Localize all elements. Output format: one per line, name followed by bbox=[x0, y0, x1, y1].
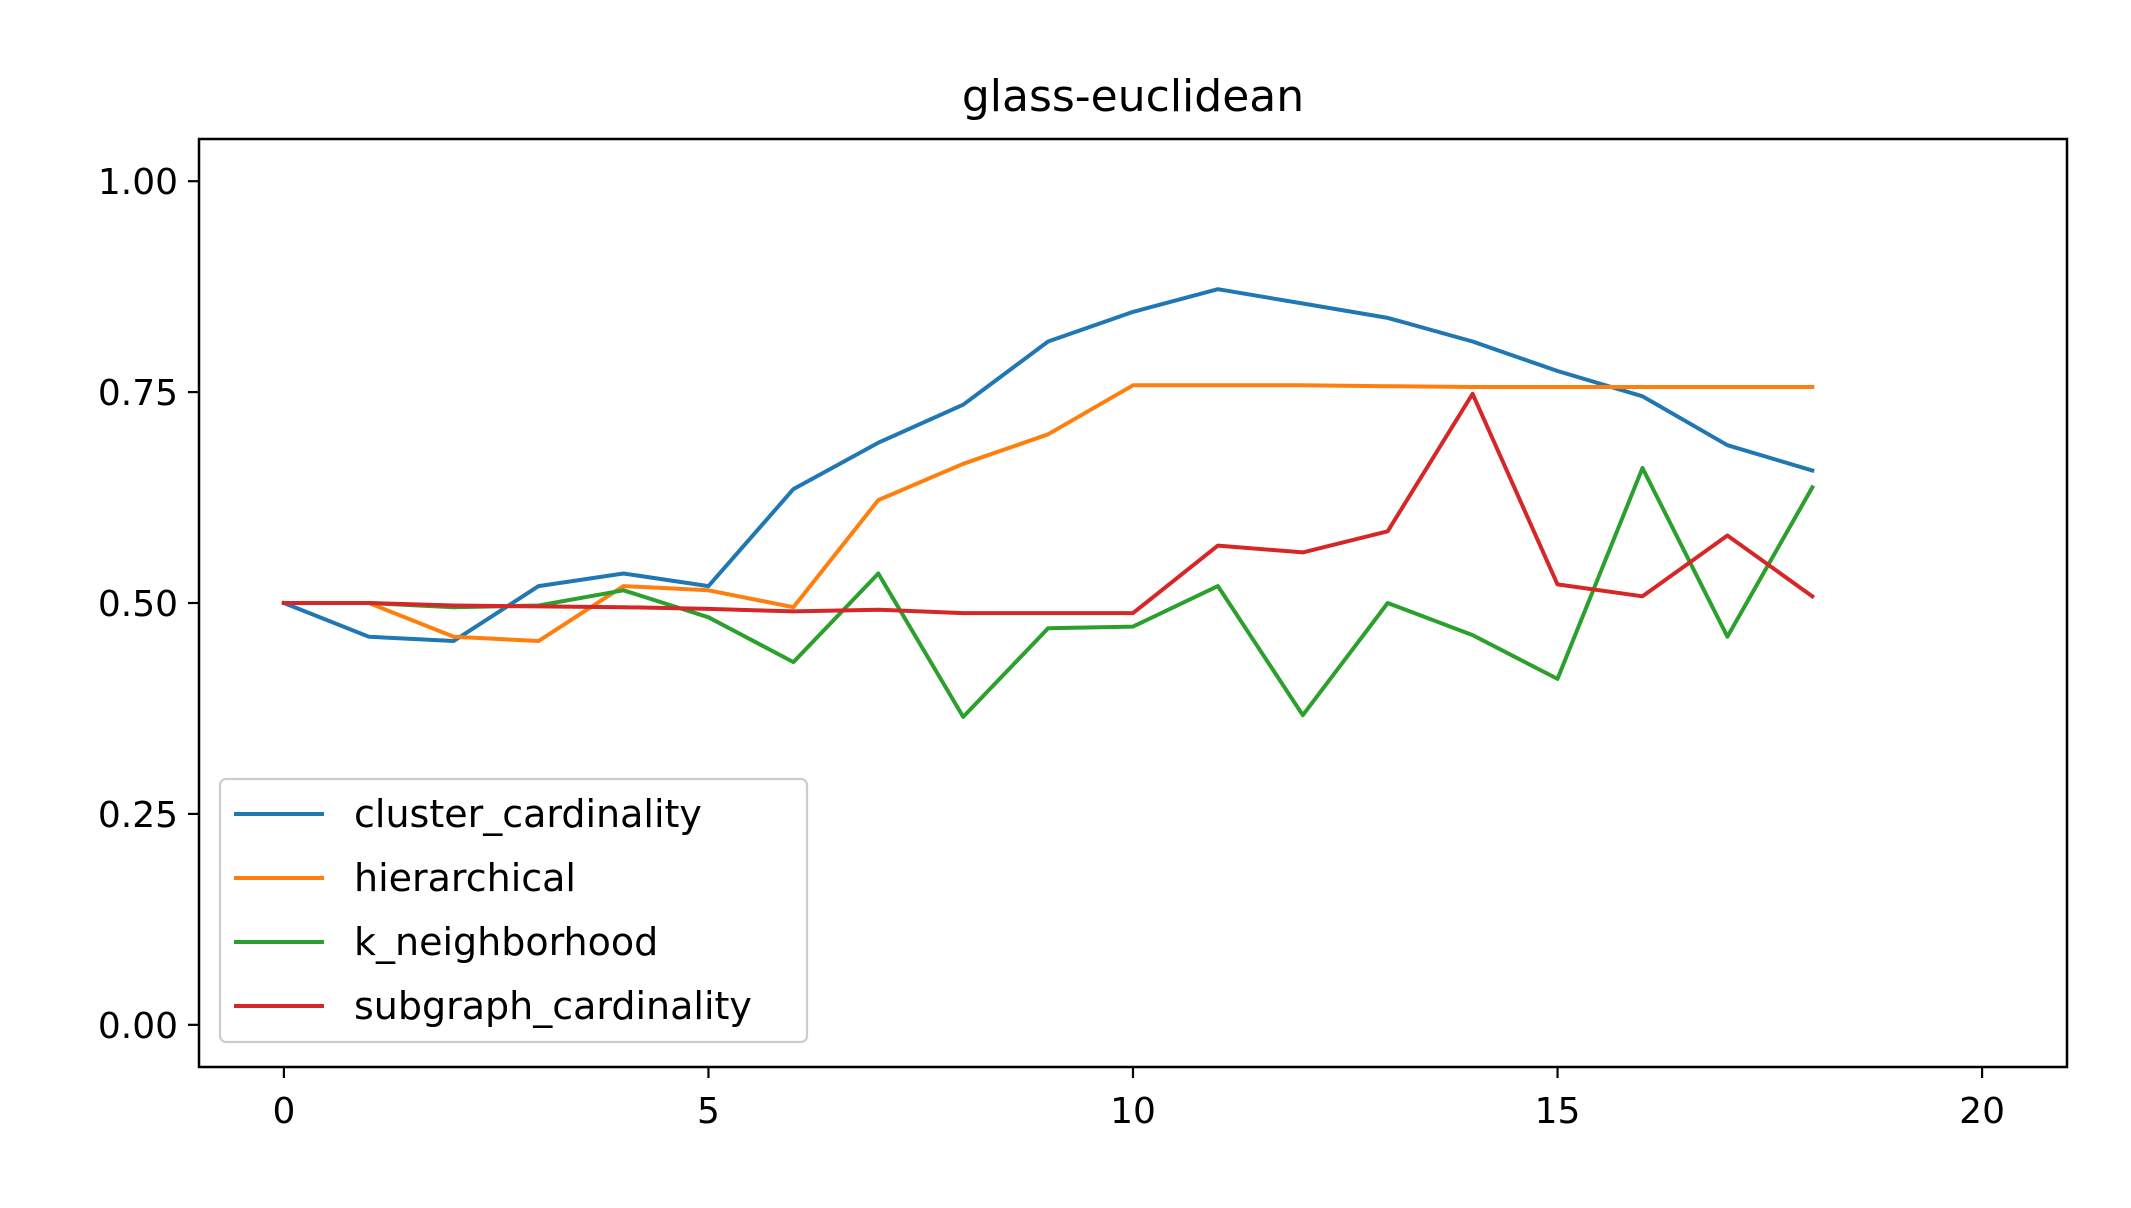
legend-label: hierarchical bbox=[354, 856, 576, 900]
series-line-hierarchical bbox=[281, 383, 1815, 643]
series-layer bbox=[281, 287, 1816, 719]
legend-label: k_neighborhood bbox=[354, 920, 658, 964]
x-tick-label: 20 bbox=[1959, 1091, 2005, 1132]
chart-title: glass-euclidean bbox=[962, 71, 1304, 122]
legend-box bbox=[218, 777, 809, 1044]
y-axis: 0.00 0.25 0.50 0.75 1.00 bbox=[98, 162, 199, 1047]
y-tick-label: 0.50 bbox=[98, 584, 178, 625]
y-tick-label: 1.00 bbox=[98, 162, 178, 203]
legend-label: cluster_cardinality bbox=[354, 792, 702, 836]
legend-label: subgraph_cardinality bbox=[354, 984, 752, 1028]
y-tick-label: 0.75 bbox=[98, 373, 178, 414]
y-tick-label: 0.25 bbox=[98, 795, 178, 836]
series-line-cluster-cardinality bbox=[281, 287, 1815, 643]
legend: cluster_cardinality hierarchical k_neighbo… bbox=[218, 777, 809, 1044]
x-tick-label: 0 bbox=[272, 1091, 295, 1132]
y-tick-label: 0.00 bbox=[98, 1006, 178, 1047]
x-axis: 0 5 10 15 20 bbox=[272, 1067, 2005, 1132]
x-tick-label: 15 bbox=[1535, 1091, 1581, 1132]
series-line-subgraph-cardinality bbox=[281, 391, 1816, 616]
x-tick-label: 5 bbox=[697, 1091, 720, 1132]
x-tick-label: 10 bbox=[1110, 1091, 1156, 1132]
series-line-k-neighborhood bbox=[281, 466, 1816, 719]
